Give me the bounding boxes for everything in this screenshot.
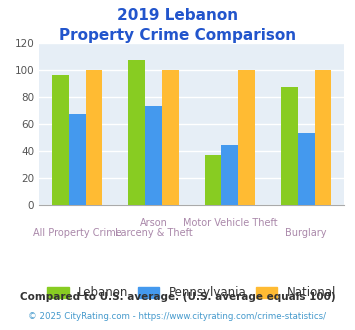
Bar bbox=[162, 70, 179, 205]
Bar bbox=[52, 75, 69, 205]
Bar bbox=[69, 114, 86, 205]
Text: Larceny & Theft: Larceny & Theft bbox=[115, 227, 192, 238]
Bar bbox=[145, 106, 162, 205]
Text: 2019 Lebanon: 2019 Lebanon bbox=[117, 8, 238, 23]
Bar bbox=[281, 87, 298, 205]
Legend: Lebanon, Pennsylvania, National: Lebanon, Pennsylvania, National bbox=[43, 281, 341, 304]
Bar bbox=[298, 133, 315, 205]
Text: © 2025 CityRating.com - https://www.cityrating.com/crime-statistics/: © 2025 CityRating.com - https://www.city… bbox=[28, 312, 327, 321]
Bar bbox=[205, 155, 222, 205]
Bar bbox=[129, 60, 145, 205]
Bar bbox=[86, 70, 102, 205]
Text: Motor Vehicle Theft: Motor Vehicle Theft bbox=[182, 218, 277, 228]
Bar bbox=[315, 70, 331, 205]
Text: Arson: Arson bbox=[140, 218, 168, 228]
Bar bbox=[222, 145, 238, 205]
Text: Burglary: Burglary bbox=[285, 227, 327, 238]
Bar bbox=[238, 70, 255, 205]
Text: Compared to U.S. average. (U.S. average equals 100): Compared to U.S. average. (U.S. average … bbox=[20, 292, 335, 302]
Text: Property Crime Comparison: Property Crime Comparison bbox=[59, 28, 296, 43]
Text: All Property Crime: All Property Crime bbox=[33, 227, 121, 238]
